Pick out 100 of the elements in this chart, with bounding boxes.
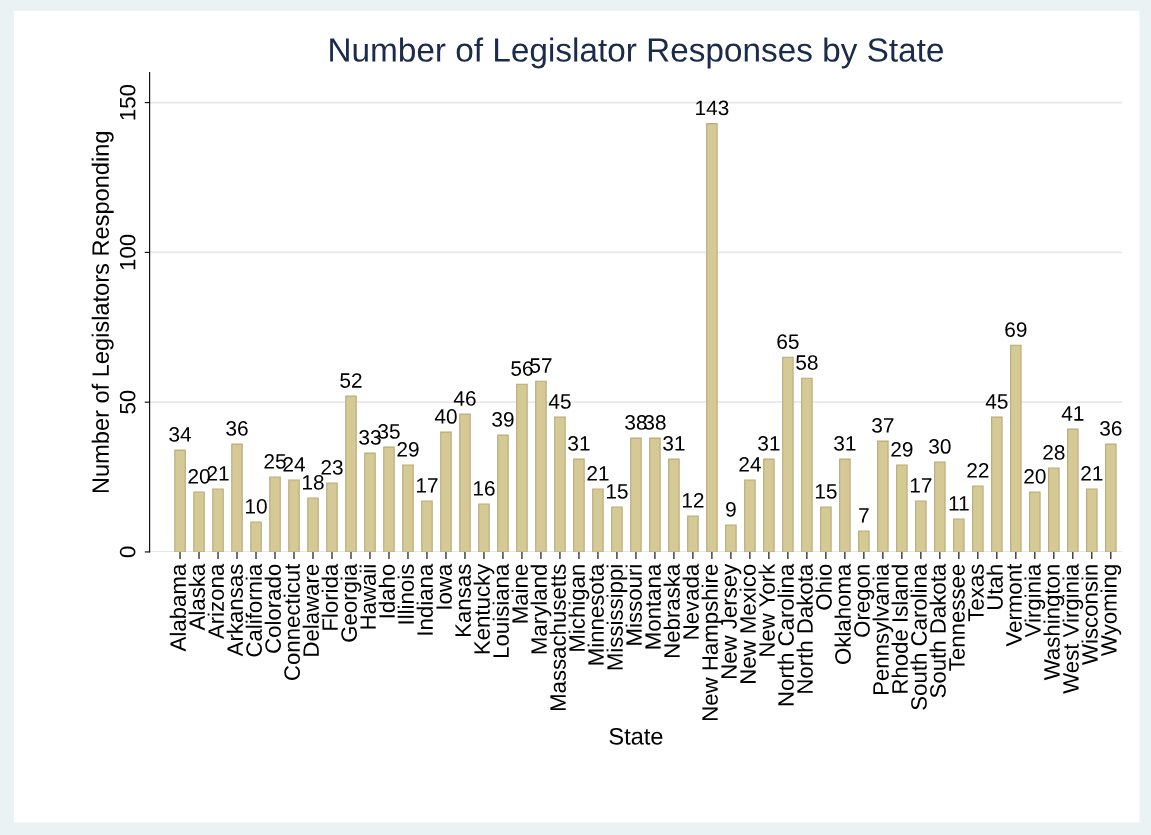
x-tick-label: Vermont (1006, 563, 1022, 647)
x-tick-label: Montana (645, 563, 661, 649)
bar (459, 413, 471, 552)
data-label: 52 (340, 373, 362, 388)
bar (212, 488, 224, 552)
x-tick-label: North Carolina (777, 563, 794, 706)
bar (668, 458, 680, 552)
bar (706, 123, 718, 552)
bar (1086, 488, 1098, 552)
data-label: 9 (726, 501, 736, 517)
bar (402, 464, 414, 552)
bar (288, 479, 300, 552)
data-label: 31 (758, 436, 780, 451)
bar (573, 458, 585, 552)
data-label: 29 (891, 442, 913, 457)
x-tick-label: Alabama (169, 563, 186, 652)
data-label: 34 (169, 427, 191, 442)
bar (763, 458, 775, 552)
x-tick-label: Maine (511, 564, 528, 623)
data-label: 36 (1100, 421, 1122, 436)
x-tick-label: South Carolina (910, 563, 927, 710)
bar (1048, 467, 1060, 552)
x-tick-label: Colorado (264, 564, 281, 653)
x-tick-label: Arizona (207, 563, 224, 640)
bar (345, 395, 357, 552)
bar (744, 479, 756, 552)
bar (421, 500, 433, 552)
y-tick-label: 0 (119, 546, 136, 558)
bar (972, 485, 984, 552)
bar (1067, 428, 1079, 552)
x-tick-label: Iowa (436, 563, 452, 609)
x-tick-label: Ohio (815, 564, 832, 610)
x-tick-label: New York (758, 563, 775, 656)
x-tick-label: Texas (968, 564, 984, 622)
data-label: 40 (434, 409, 457, 424)
y-tick-label: 100 (119, 234, 136, 270)
data-label: 69 (1005, 322, 1027, 337)
bar (630, 437, 642, 552)
bar (307, 497, 319, 552)
x-tick-label: Arkansas (226, 564, 243, 657)
data-label: 12 (682, 492, 704, 508)
x-axis-title: State (609, 727, 663, 745)
bar (174, 449, 186, 552)
bar (516, 383, 528, 552)
bar (801, 377, 813, 552)
x-tick-label: Connecticut (283, 563, 300, 680)
x-tick-label: Utah (986, 565, 1003, 609)
x-tick-label: South Dakota (929, 563, 946, 698)
data-label: 31 (568, 436, 590, 451)
x-tick-label: Alaska (188, 563, 205, 631)
data-label: 21 (1081, 465, 1103, 481)
data-label: 45 (985, 394, 1008, 409)
x-tick-label: Virginia (1024, 563, 1046, 638)
bar (1010, 344, 1022, 552)
bar (535, 380, 547, 552)
bar (1105, 443, 1117, 552)
bar (782, 356, 794, 552)
x-tick-label: Oklahoma (834, 563, 851, 664)
x-tick-label: Wyoming (1100, 565, 1122, 657)
data-label: 29 (397, 442, 419, 457)
x-tick-label: North Dakota (796, 563, 813, 693)
data-label: 11 (949, 496, 969, 511)
bar (934, 461, 946, 552)
x-tick-label: Nebraska (663, 563, 680, 658)
bar (953, 518, 965, 552)
x-tick-label: California (245, 563, 262, 657)
x-tick-label: Washington (1043, 565, 1065, 681)
x-tick-label: Tennessee (949, 564, 965, 671)
data-label: 15 (606, 484, 628, 499)
data-label: 36 (226, 421, 248, 436)
data-label: 22 (967, 463, 989, 478)
bar (858, 530, 870, 552)
data-label: 143 (696, 100, 729, 116)
data-label: 17 (910, 478, 932, 493)
x-tick-label: Wisconsin (1081, 565, 1098, 665)
bar (877, 440, 889, 552)
bar (820, 506, 832, 552)
bar (592, 488, 604, 552)
bar (269, 476, 281, 552)
bar (725, 524, 737, 552)
y-tick-label: 150 (119, 84, 136, 120)
data-label: 23 (321, 460, 343, 475)
data-label: 20 (1024, 468, 1046, 484)
data-label: 17 (416, 478, 438, 493)
data-label: 58 (796, 355, 818, 370)
data-label: 31 (834, 436, 856, 451)
bar (497, 434, 509, 552)
bar (478, 503, 490, 552)
data-label: 24 (739, 457, 761, 472)
data-label: 39 (492, 412, 514, 427)
bar (649, 437, 661, 552)
x-tick-label: Indiana (416, 563, 433, 635)
bar (839, 458, 851, 552)
chart-title: Number of Legislator Responses by State (330, 37, 943, 69)
data-label: 16 (473, 480, 495, 496)
bar (991, 416, 1003, 552)
data-label: 15 (815, 484, 837, 499)
data-label: 31 (663, 436, 685, 451)
x-tick-label: Kansas (455, 564, 471, 637)
bar (896, 464, 908, 552)
